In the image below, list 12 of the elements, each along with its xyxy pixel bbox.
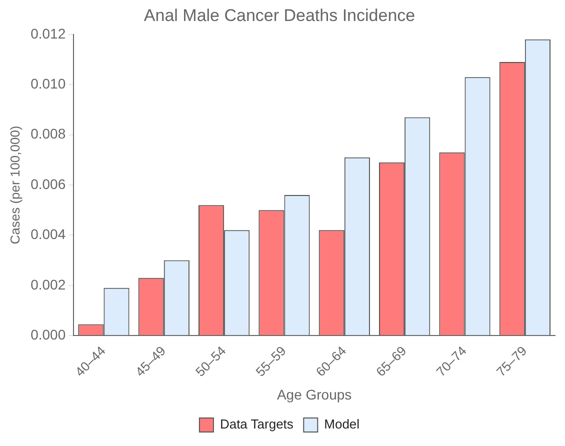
- y-axis-title: Cases (per 100,000): [7, 126, 22, 244]
- y-tick-label: 0.012: [30, 25, 66, 42]
- y-tick-label: 0.000: [30, 326, 66, 342]
- chart-title: Anal Male Cancer Deaths Incidence: [144, 6, 416, 25]
- y-tick-label: 0.006: [30, 176, 66, 192]
- legend-label: Data Targets: [220, 416, 294, 432]
- y-tick-label: 0.010: [30, 75, 66, 92]
- y-tick-label: 0.004: [30, 226, 66, 242]
- x-axis-title: Age Groups: [276, 386, 352, 402]
- legend-label: Model: [324, 416, 360, 432]
- y-tick-label: 0.002: [30, 276, 66, 292]
- y-tick-label: 0.008: [30, 126, 66, 142]
